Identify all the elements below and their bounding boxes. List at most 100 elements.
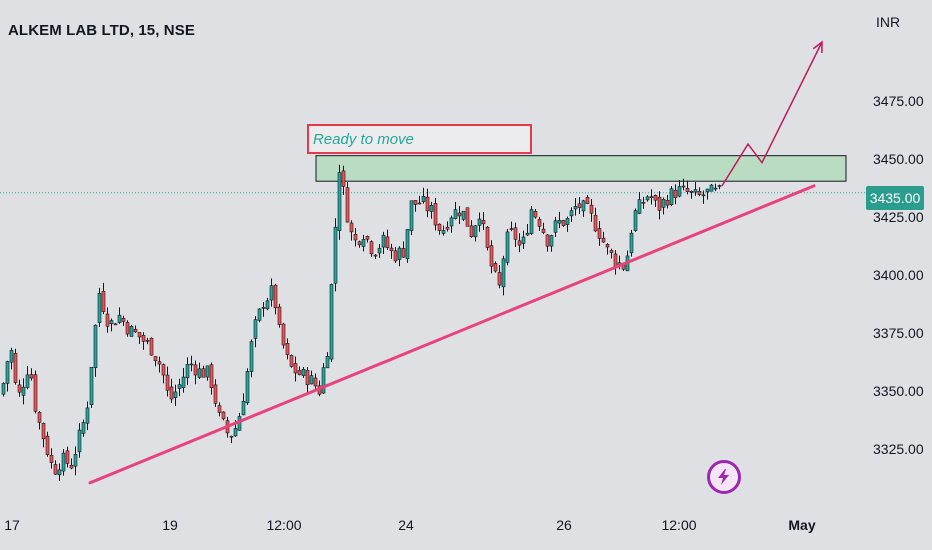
candle-body bbox=[361, 239, 366, 247]
candle-body bbox=[413, 200, 418, 205]
candle-body bbox=[25, 374, 30, 388]
candle-body bbox=[713, 187, 718, 190]
resistance-zone[interactable] bbox=[315, 155, 847, 182]
candle-body bbox=[33, 374, 38, 412]
candle-body bbox=[389, 247, 394, 252]
candle-body bbox=[549, 235, 554, 247]
candle-body bbox=[597, 228, 602, 239]
candle-body bbox=[705, 188, 710, 193]
price-axis-label: 3400.00 bbox=[873, 267, 924, 283]
candle-body bbox=[249, 341, 254, 372]
candle-body bbox=[217, 405, 222, 413]
candle-body bbox=[489, 245, 494, 267]
annotation-callout[interactable]: Ready to move bbox=[307, 124, 532, 154]
time-axis-label: 12:00 bbox=[266, 517, 302, 533]
candle-body bbox=[573, 206, 578, 210]
ascending-trendline[interactable] bbox=[88, 184, 816, 485]
time-axis-label: 26 bbox=[556, 517, 572, 533]
candle-body bbox=[73, 454, 78, 467]
candle-body bbox=[645, 196, 650, 201]
candle-body bbox=[541, 228, 546, 233]
events-button[interactable] bbox=[707, 460, 741, 494]
candle-body bbox=[481, 220, 486, 225]
candle-body bbox=[257, 308, 262, 321]
candle-body bbox=[601, 237, 606, 243]
projection-arrow-path[interactable] bbox=[721, 41, 823, 187]
candle-body bbox=[197, 368, 202, 378]
candle-body bbox=[113, 323, 118, 326]
candle-body bbox=[97, 292, 102, 323]
candle-body bbox=[681, 185, 686, 188]
candle-body bbox=[357, 241, 362, 246]
candle-body bbox=[585, 197, 590, 204]
candle-body bbox=[205, 365, 210, 378]
time-axis-label: 19 bbox=[162, 517, 178, 533]
candle-body bbox=[453, 209, 458, 219]
candle-body bbox=[369, 241, 374, 255]
candle-body bbox=[329, 284, 334, 360]
candle-body bbox=[429, 205, 434, 212]
candle-body bbox=[149, 337, 154, 356]
candle-body bbox=[445, 226, 450, 230]
candle-body bbox=[333, 226, 338, 284]
candle-body bbox=[93, 324, 98, 368]
candle-body bbox=[133, 328, 138, 333]
candles-group bbox=[1, 164, 722, 481]
price-axis-label: 3375.00 bbox=[873, 325, 924, 341]
candle-body bbox=[661, 198, 666, 208]
candle-body bbox=[457, 212, 462, 217]
candle-body bbox=[577, 203, 582, 208]
candle-body bbox=[633, 210, 638, 231]
candle-body bbox=[301, 369, 306, 376]
candle-body bbox=[477, 218, 482, 226]
candle-body bbox=[313, 377, 318, 387]
candle-body bbox=[221, 411, 226, 420]
candle-body bbox=[49, 454, 54, 463]
candle-body bbox=[189, 363, 194, 366]
candle-body bbox=[405, 228, 410, 260]
candle-body bbox=[9, 350, 14, 363]
candle-body bbox=[121, 317, 126, 322]
candle-body bbox=[353, 234, 358, 241]
price-axis-label: 3325.00 bbox=[873, 441, 924, 457]
lightning-bolt-icon bbox=[718, 469, 729, 485]
candle-body bbox=[473, 225, 478, 238]
candle-body bbox=[153, 356, 158, 362]
candle-body bbox=[321, 367, 326, 394]
candle-body bbox=[181, 376, 186, 388]
candle-body bbox=[665, 199, 670, 206]
candle-body bbox=[461, 210, 466, 220]
candle-body bbox=[185, 364, 190, 379]
candle-body bbox=[285, 343, 290, 355]
candle-body bbox=[117, 314, 122, 323]
candle-body bbox=[69, 464, 74, 469]
candle-body bbox=[629, 232, 634, 254]
candle-body bbox=[393, 250, 398, 262]
candle-body bbox=[637, 199, 642, 214]
candle-body bbox=[269, 285, 274, 301]
candle-body bbox=[565, 218, 570, 225]
candle-body bbox=[545, 234, 550, 247]
candle-body bbox=[553, 220, 558, 233]
candle-body bbox=[277, 306, 282, 325]
candle-body bbox=[677, 186, 682, 197]
candle-body bbox=[401, 248, 406, 258]
annotation-text: Ready to move bbox=[313, 131, 414, 148]
price-axis-label: 3425.00 bbox=[873, 209, 924, 225]
candle-body bbox=[613, 253, 618, 267]
candle-body bbox=[685, 187, 690, 193]
candle-body bbox=[497, 272, 502, 286]
candle-body bbox=[517, 240, 522, 246]
candle-body bbox=[409, 200, 414, 231]
candle-body bbox=[245, 371, 250, 404]
candle-body bbox=[129, 326, 134, 337]
candle-body bbox=[557, 220, 562, 224]
candle-body bbox=[533, 210, 538, 218]
symbol-title[interactable]: ALKEM LAB LTD, 15, NSE bbox=[8, 22, 195, 39]
current-price-badge: 3435.00 bbox=[866, 186, 924, 210]
candle-body bbox=[161, 364, 166, 376]
time-axis-label: May bbox=[788, 517, 816, 533]
candle-body bbox=[193, 364, 198, 376]
